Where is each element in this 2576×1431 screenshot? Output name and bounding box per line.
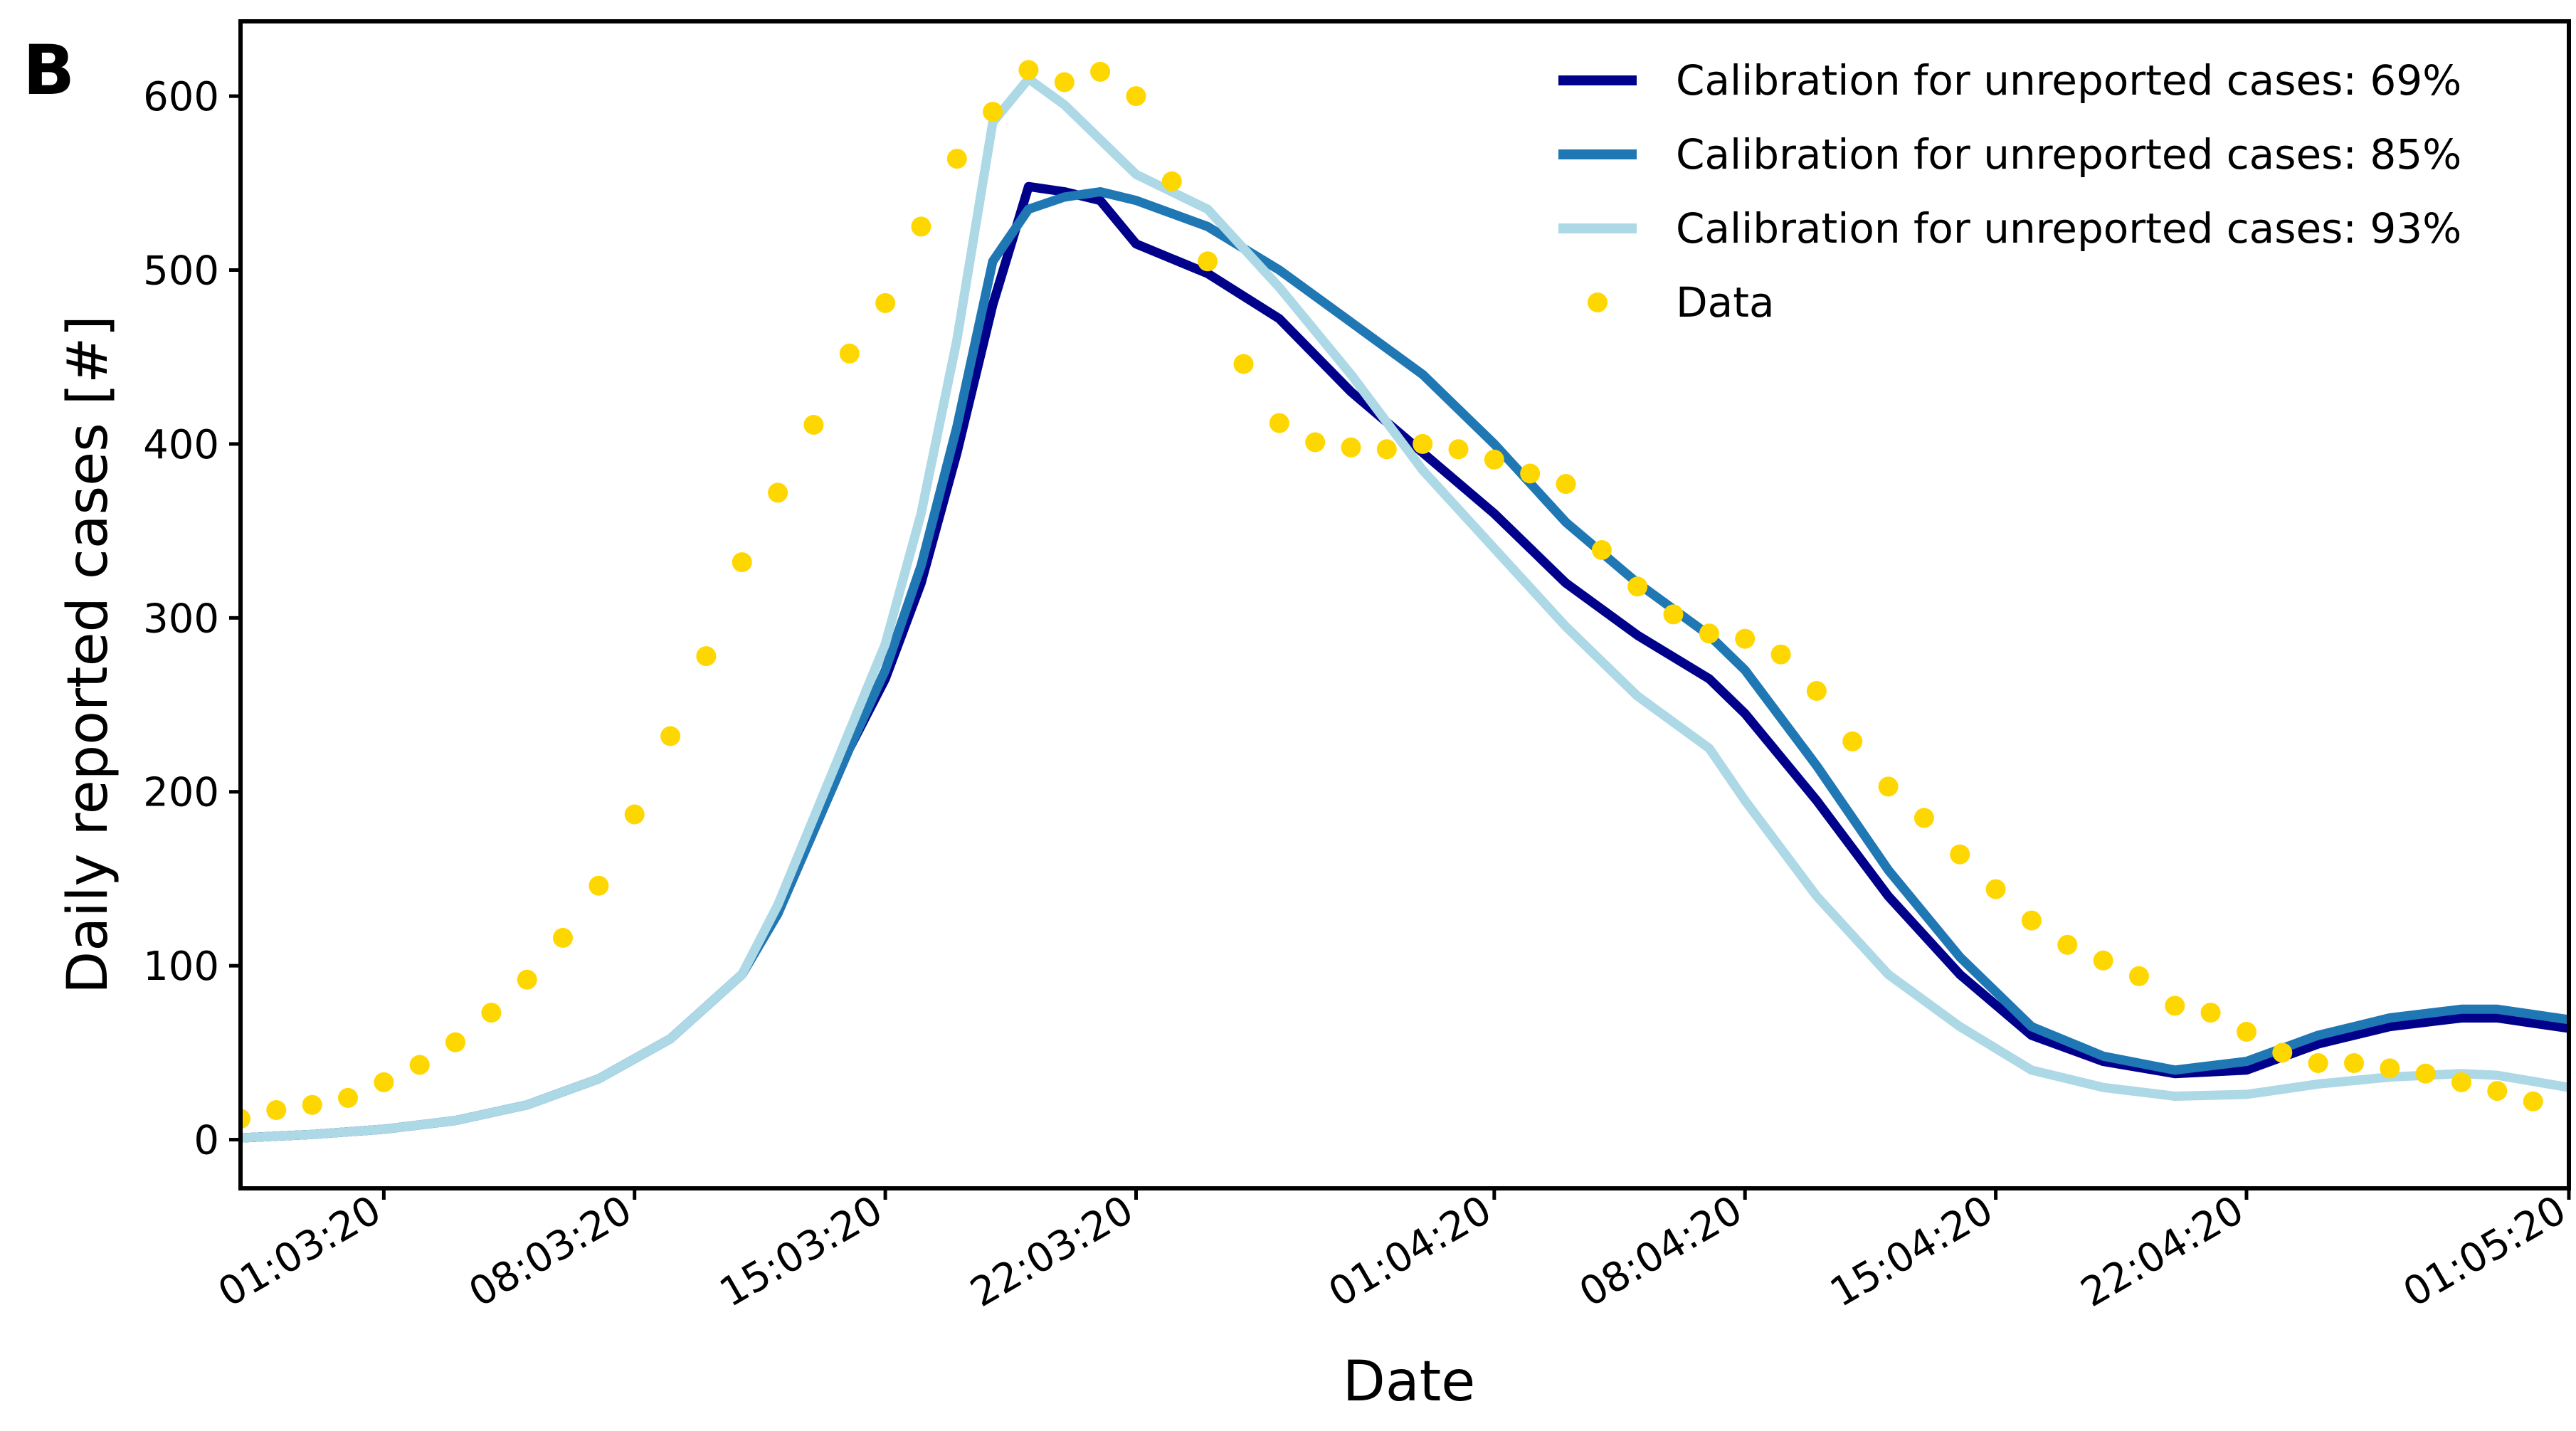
data-point: [1269, 413, 1289, 433]
data-point: [2523, 1091, 2543, 1111]
series-line-2: [241, 187, 2569, 1143]
data-points: [241, 60, 2543, 1129]
data-point: [946, 149, 967, 169]
data-point: [2344, 1053, 2364, 1073]
data-point: [983, 102, 1003, 122]
x-tick-label: 22:03:20: [963, 1187, 1141, 1316]
data-point: [696, 646, 717, 667]
data-point: [1484, 449, 1504, 470]
data-point: [1842, 731, 1863, 751]
x-tick-label: 01:05:20: [2396, 1187, 2574, 1316]
y-axis-title: Daily reported cases [#]: [56, 315, 120, 994]
legend-label-1: Calibration for unreported cases: 69%: [1676, 56, 2461, 105]
data-point: [1735, 628, 1756, 649]
series-line-1: [241, 181, 2569, 1143]
plot-marks: [241, 60, 2569, 1143]
data-point: [409, 1055, 430, 1075]
legend: Calibration for unreported cases: 69% Cal…: [1558, 56, 2461, 327]
data-point: [2057, 934, 2078, 955]
data-point: [2415, 1063, 2436, 1084]
data-point: [911, 216, 931, 237]
y-tick-label: 100: [143, 944, 219, 990]
data-point: [660, 726, 681, 746]
data-point: [266, 1100, 287, 1120]
data-point: [2021, 910, 2042, 931]
y-tick-label: 200: [143, 770, 219, 816]
data-point: [1126, 86, 1146, 107]
x-tick-label: 08:04:20: [1572, 1187, 1750, 1316]
x-tick-label: 08:03:20: [461, 1187, 639, 1316]
data-point: [2093, 950, 2113, 971]
data-point: [1018, 60, 1039, 80]
data-point: [241, 1109, 250, 1129]
y-tick-label: 400: [143, 422, 219, 468]
x-tick-label: 15:04:20: [1822, 1187, 2000, 1316]
data-point: [1520, 463, 1541, 484]
series-line-3: [241, 74, 2569, 1143]
panel-label: B: [23, 31, 75, 110]
x-tick-label: 01:03:20: [211, 1187, 389, 1316]
y-tick-label: 500: [143, 248, 219, 295]
data-point: [1878, 776, 1899, 797]
y-tick-label: 0: [194, 1118, 219, 1164]
x-tick-label: 01:04:20: [1321, 1187, 1499, 1316]
legend-swatch-data: [1588, 292, 1608, 312]
data-point: [732, 552, 752, 573]
data-point: [1985, 879, 2006, 899]
data-point: [1161, 171, 1182, 191]
data-point: [1198, 251, 1218, 272]
data-point: [1376, 439, 1397, 460]
data-point: [875, 292, 896, 313]
x-axis-title: Date: [1343, 1350, 1475, 1414]
y-tick-label: 300: [143, 596, 219, 642]
data-point: [1556, 474, 1576, 495]
data-point: [2128, 966, 2149, 986]
data-point: [481, 1003, 502, 1023]
data-point: [1591, 540, 1612, 560]
data-point: [1770, 644, 1791, 665]
data-point: [1413, 433, 1433, 454]
data-point: [2237, 1022, 2256, 1042]
data-point: [803, 415, 824, 435]
data-point: [624, 804, 645, 825]
data-point: [2487, 1081, 2508, 1102]
data-point: [1341, 437, 1361, 458]
y-tick-label: 600: [143, 74, 219, 120]
data-point: [588, 875, 609, 896]
data-point: [1699, 623, 1719, 644]
data-point: [1448, 439, 1469, 460]
data-point: [1950, 844, 1970, 865]
data-point: [302, 1094, 322, 1115]
plot-frame: [238, 19, 2571, 1190]
data-point: [1627, 576, 1648, 597]
data-point: [1305, 432, 1326, 453]
data-point: [1233, 354, 1254, 374]
data-point: [2308, 1053, 2328, 1073]
data-point: [768, 482, 788, 503]
data-point: [2165, 996, 2185, 1016]
data-point: [1663, 604, 1684, 625]
legend-label-2: Calibration for unreported cases: 85%: [1676, 130, 2461, 179]
x-tick-label: 15:03:20: [712, 1187, 890, 1316]
data-point: [1054, 72, 1075, 93]
data-point: [2272, 1042, 2293, 1063]
legend-label-3: Calibration for unreported cases: 93%: [1676, 204, 2461, 253]
data-point: [445, 1032, 465, 1052]
legend-label-4: Data: [1676, 278, 1775, 327]
data-point: [517, 969, 537, 990]
data-point: [1913, 808, 1934, 828]
data-point: [2451, 1072, 2471, 1092]
data-point: [839, 343, 860, 364]
data-point: [1806, 681, 1827, 701]
data-point: [338, 1087, 358, 1108]
data-point: [553, 928, 573, 948]
data-point: [374, 1072, 394, 1092]
data-point: [1090, 61, 1111, 82]
data-point: [2200, 1003, 2221, 1023]
data-point: [2380, 1058, 2400, 1079]
x-tick-label: 22:04:20: [2074, 1187, 2252, 1316]
